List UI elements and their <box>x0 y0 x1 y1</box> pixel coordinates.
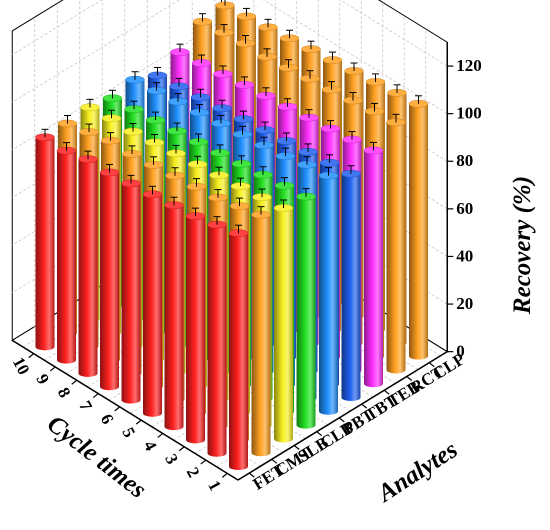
bar-body <box>164 205 184 431</box>
bar-body <box>57 150 76 364</box>
y-axis-title: Analytes <box>372 436 463 508</box>
x-tick-label: 10 <box>9 354 34 378</box>
x-tick-mark <box>200 459 207 465</box>
bar-FET-cycle-7 <box>99 163 120 391</box>
bar-FET-cycle-2 <box>207 216 227 457</box>
x-tick-label: 1 <box>204 477 225 493</box>
z-tick-label: 100 <box>456 104 482 123</box>
y-tick-mark <box>293 445 300 450</box>
x-tick-mark <box>49 366 56 372</box>
x-tick-mark <box>114 406 121 412</box>
bar-FET-cycle-3 <box>185 207 206 444</box>
x-tick-label: 4 <box>140 437 161 454</box>
bar-RCT-cycle-1 <box>386 113 406 374</box>
z-tick-label: 40 <box>456 246 473 265</box>
y-tick-mark <box>361 403 368 409</box>
bar-TEB-cycle-1 <box>363 141 384 388</box>
bar-CLP-cycle-1 <box>408 95 429 360</box>
cycle-times-axis <box>11 339 239 481</box>
x-tick-mark <box>135 419 142 425</box>
chart-axes <box>11 42 454 481</box>
y-gridline <box>34 17 261 467</box>
bar-body <box>35 137 55 351</box>
bar-SLB-cycle-1 <box>273 199 294 443</box>
bar-body <box>207 224 227 457</box>
bar-FET-cycle-4 <box>164 196 184 431</box>
chart-bars <box>35 0 429 471</box>
bar-FET-cycle-10 <box>35 128 55 351</box>
y-tick-mark <box>316 431 323 437</box>
x-tick-label: 6 <box>97 411 118 427</box>
x-tick-mark <box>28 353 35 359</box>
x-tick-label: 3 <box>161 451 182 467</box>
y-tick-mark <box>338 417 345 423</box>
z-tick-label: 60 <box>456 199 473 218</box>
bar-body <box>229 233 248 471</box>
z-tick-label: 80 <box>456 151 473 170</box>
x-tick-label: 2 <box>183 464 204 480</box>
bar-body <box>364 150 383 388</box>
x-tick-mark <box>71 379 78 385</box>
x-tick-mark <box>221 472 228 478</box>
x-tick-mark <box>178 446 185 452</box>
bar-body <box>78 159 98 377</box>
bar-body <box>341 173 361 402</box>
bar-body <box>186 216 205 444</box>
bar-body <box>251 214 271 457</box>
bar-body <box>274 207 293 443</box>
bar-body <box>143 194 162 417</box>
bar-FET-cycle-1 <box>228 224 249 471</box>
bar-FET-cycle-9 <box>56 142 77 364</box>
x-tick-mark <box>157 432 164 438</box>
bar-TBT-cycle-1 <box>341 165 361 402</box>
bar-body <box>296 196 316 429</box>
y-tick-mark <box>383 389 390 395</box>
y-tick-mark <box>406 376 413 381</box>
y-tick-mark <box>428 362 435 368</box>
z-tick-label: 20 <box>456 294 473 313</box>
x-tick-label: 7 <box>75 398 96 415</box>
bar-FET-cycle-5 <box>142 185 163 417</box>
bar-CMT-cycle-1 <box>251 206 271 457</box>
x-tick-label: 9 <box>32 371 53 387</box>
bar-body <box>319 175 338 415</box>
z-tick-label: 0 <box>456 342 465 361</box>
x-tick-label: 8 <box>54 384 75 400</box>
z-tick-label: 120 <box>456 56 482 75</box>
bar-CLB-cycle-1 <box>296 188 316 429</box>
bar-body <box>121 183 141 404</box>
y-tick-mark <box>248 472 255 478</box>
analytes-axis <box>237 351 448 481</box>
bar-FET-cycle-6 <box>121 174 141 404</box>
bar-PBT-cycle-1 <box>318 167 339 415</box>
bar-body <box>100 172 119 391</box>
bar-FET-cycle-8 <box>78 150 98 377</box>
x-tick-mark <box>92 393 99 399</box>
y-tick-mark <box>271 458 278 464</box>
z-axis-title: Recovery (%) <box>509 176 536 315</box>
bar-body <box>386 122 406 374</box>
bar-body <box>409 103 428 360</box>
x-tick-label: 5 <box>118 424 139 440</box>
